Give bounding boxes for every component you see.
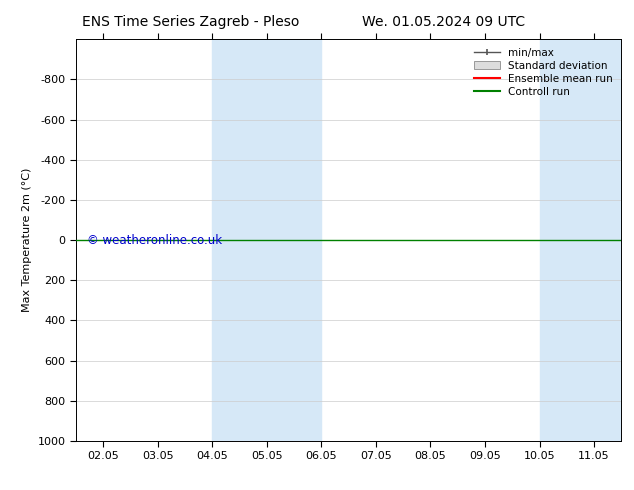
Bar: [540, 39, 634, 441]
Text: ENS Time Series Zagreb - Pleso: ENS Time Series Zagreb - Pleso: [82, 15, 299, 29]
Text: We. 01.05.2024 09 UTC: We. 01.05.2024 09 UTC: [362, 15, 526, 29]
Text: © weatheronline.co.uk: © weatheronline.co.uk: [87, 234, 222, 246]
Legend: min/max, Standard deviation, Ensemble mean run, Controll run: min/max, Standard deviation, Ensemble me…: [470, 45, 616, 100]
Bar: [212, 39, 321, 441]
Y-axis label: Max Temperature 2m (°C): Max Temperature 2m (°C): [22, 168, 32, 312]
